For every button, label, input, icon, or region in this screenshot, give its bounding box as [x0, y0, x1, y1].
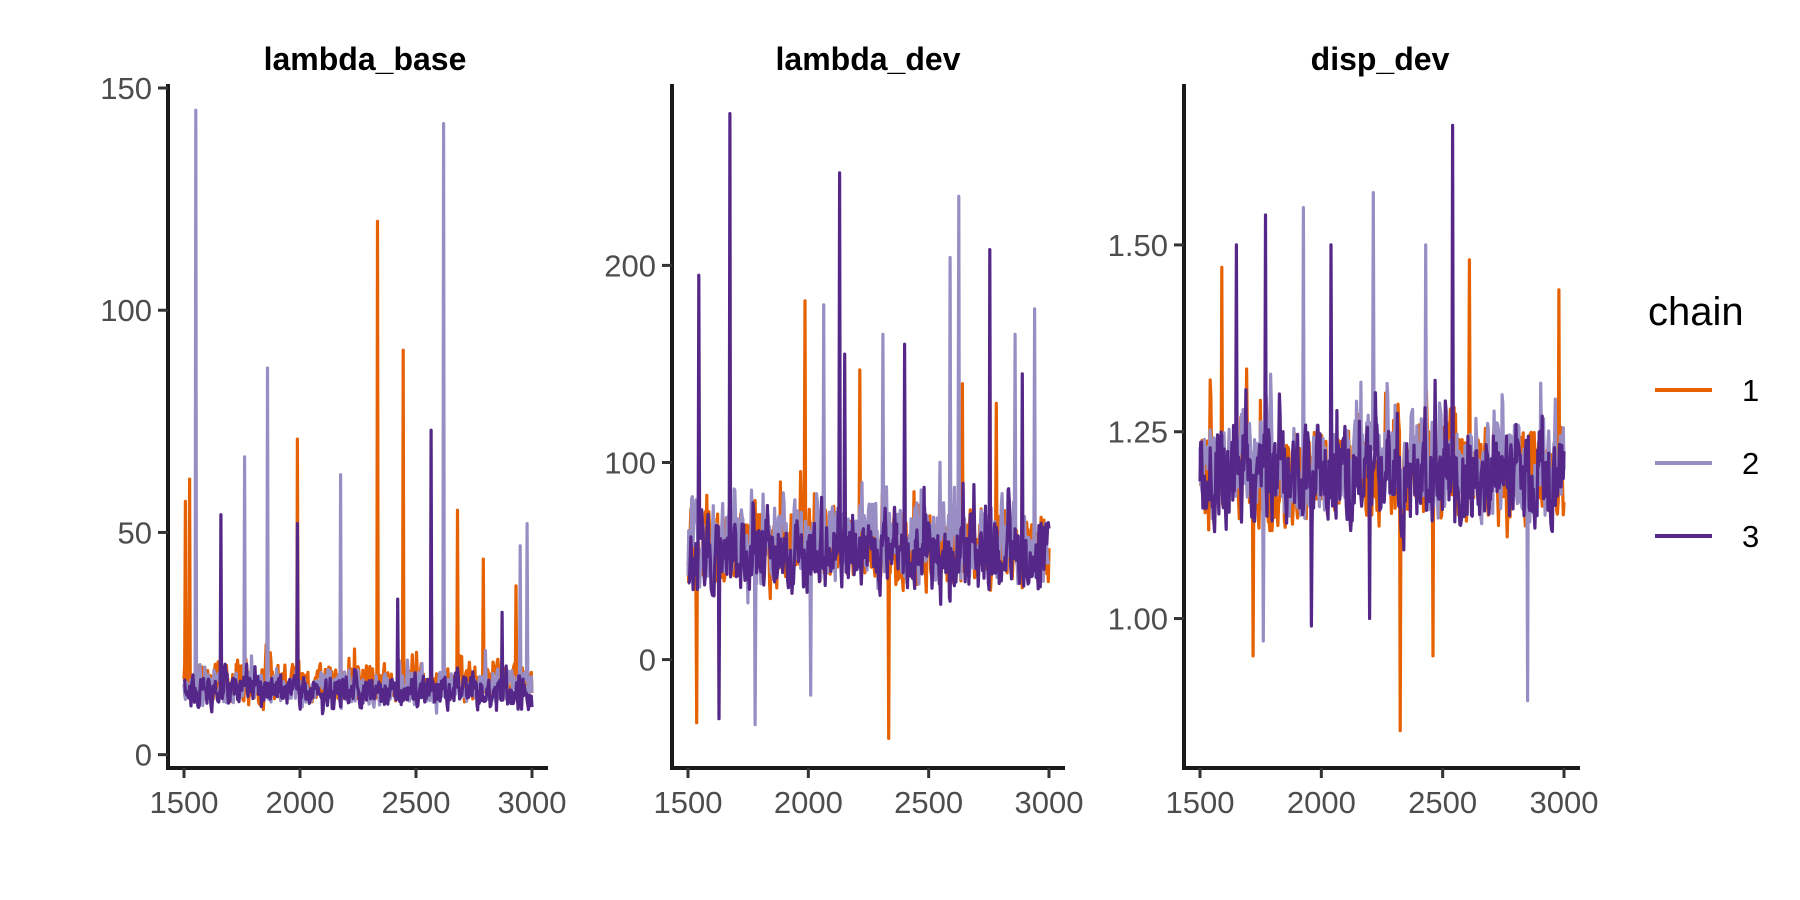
x-tick-label: 2500 — [894, 785, 963, 820]
x-tick-label: 3000 — [1530, 785, 1599, 820]
series-line-chain-2 — [182, 108, 534, 715]
legend-label-chain-3: 3 — [1742, 519, 1759, 554]
panel-lambda_dev: lambda_dev 0 100 200 1500 2000 2500 3000 — [604, 41, 1083, 820]
x-tick-label: 2000 — [266, 785, 335, 820]
y-tick-label: 200 — [604, 248, 656, 283]
panel-title: disp_dev — [1311, 41, 1450, 77]
x-tick-label: 2500 — [1408, 785, 1477, 820]
x-tick-label: 1500 — [150, 785, 219, 820]
y-tick-label: 50 — [118, 515, 152, 550]
x-tick-label: 3000 — [498, 785, 567, 820]
y-tick-label: 100 — [100, 293, 152, 328]
x-tick-label: 2000 — [774, 785, 843, 820]
y-tick-label: 0 — [639, 643, 656, 678]
y-tick-label: 150 — [100, 71, 152, 106]
series-line-chain-3 — [687, 111, 1051, 721]
y-tick-label: 100 — [604, 445, 656, 480]
y-tick-label: 1.25 — [1108, 415, 1168, 450]
legend-label-chain-2: 2 — [1742, 446, 1759, 481]
legend-title: chain — [1648, 290, 1744, 334]
legend-label-chain-1: 1 — [1742, 373, 1759, 408]
x-tick-label: 2000 — [1287, 785, 1356, 820]
x-tick-label: 2500 — [382, 785, 451, 820]
panel-lambda_base: lambda_base 0 50 100 150 1500 2000 2500 3000 — [100, 41, 566, 820]
y-tick-label: 0 — [135, 738, 152, 773]
x-tick-label: 3000 — [1015, 785, 1084, 820]
panel-disp_dev: disp_dev 1.00 1.25 1.50 1500 2000 2500 3000 — [1108, 41, 1599, 820]
panel-title: lambda_dev — [776, 41, 961, 77]
panel-title: lambda_base — [264, 41, 467, 77]
series-line-chain-3 — [182, 428, 534, 716]
y-tick-label: 1.50 — [1108, 228, 1168, 263]
series-line-chain-3 — [1198, 123, 1566, 628]
y-tick-label: 1.00 — [1108, 602, 1168, 637]
chain-legend: chain 1 2 3 — [1648, 290, 1759, 554]
x-tick-label: 1500 — [654, 785, 723, 820]
series-line-chain-1 — [182, 219, 534, 712]
x-tick-label: 1500 — [1166, 785, 1235, 820]
